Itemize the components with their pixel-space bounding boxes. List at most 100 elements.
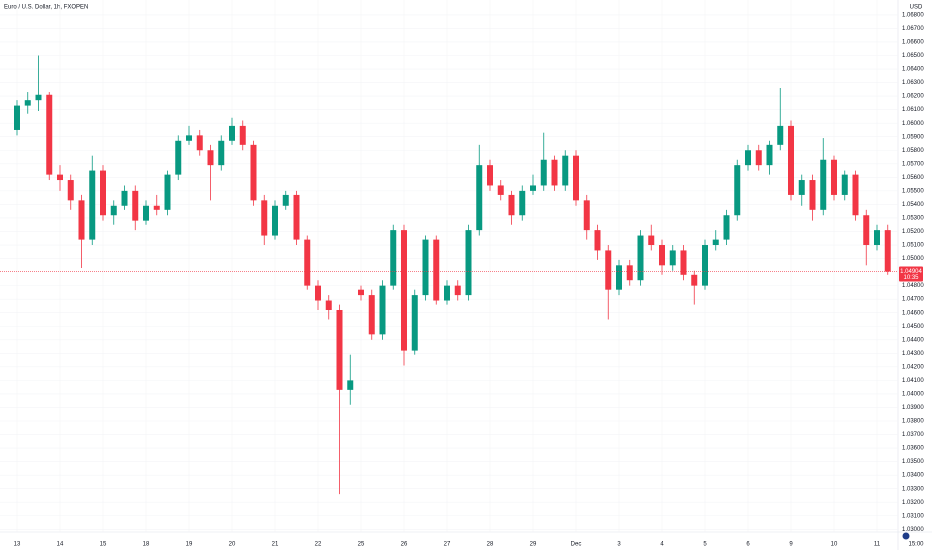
- y-tick-label: 1.03300: [902, 486, 924, 492]
- candle-body: [444, 285, 450, 301]
- candle-body: [433, 239, 440, 301]
- candle-body: [422, 239, 429, 296]
- y-tick-label: 1.05900: [902, 134, 924, 140]
- candle-body: [239, 125, 246, 145]
- candle-body: [562, 155, 569, 186]
- time-label: 15:00: [908, 542, 924, 548]
- y-tick-label: 1.03500: [902, 459, 924, 465]
- candle-body: [164, 174, 171, 210]
- candle-body: [583, 200, 590, 231]
- candle-body: [250, 144, 257, 201]
- candle-body: [304, 239, 311, 286]
- candle-body: [723, 215, 730, 240]
- candle-body: [336, 309, 343, 390]
- candle-body: [390, 230, 397, 286]
- y-tick-label: 1.05800: [902, 148, 924, 154]
- candle-body: [465, 230, 472, 296]
- candle-body: [358, 289, 364, 296]
- y-tick-label: 1.03400: [902, 473, 924, 479]
- candle-body: [508, 194, 515, 216]
- x-tick-label: 20: [229, 542, 236, 548]
- candle-body: [218, 140, 225, 166]
- y-tick-label: 1.05500: [902, 188, 924, 194]
- candle-body: [626, 265, 633, 281]
- candle-body: [57, 174, 63, 181]
- candle-body: [734, 165, 741, 216]
- y-tick-label: 1.04200: [902, 364, 924, 370]
- candle-body: [411, 295, 418, 351]
- candle-body: [100, 170, 106, 216]
- candle-body: [788, 125, 794, 195]
- candle-body: [46, 94, 53, 175]
- y-tick-label: 1.05300: [902, 216, 924, 222]
- candle-body: [153, 205, 160, 210]
- candle-body: [78, 200, 85, 240]
- candle-body: [35, 94, 42, 101]
- candle-body: [143, 205, 149, 221]
- x-tick-label: 26: [401, 542, 408, 548]
- candle-body: [680, 250, 687, 275]
- x-tick-label: 15: [100, 542, 107, 548]
- candle-body: [497, 185, 504, 195]
- candle-body: [745, 150, 751, 166]
- candle-body: [315, 285, 321, 301]
- candle-body: [659, 245, 665, 266]
- candle-body: [476, 165, 483, 231]
- candle-body: [325, 300, 332, 310]
- y-tick-label: 1.06400: [902, 67, 924, 73]
- candle-body: [519, 190, 526, 216]
- y-tick-label: 1.04100: [902, 378, 924, 384]
- flag-icon: [902, 532, 910, 540]
- y-tick-label: 1.05100: [902, 243, 924, 249]
- x-tick-label: 13: [14, 542, 21, 548]
- y-tick-label: 1.04500: [902, 324, 924, 330]
- candle-body: [691, 274, 698, 286]
- price-label-box: [899, 266, 923, 282]
- candle-body: [766, 144, 773, 166]
- candle-body: [347, 380, 354, 390]
- y-tick-label: 1.04400: [902, 337, 924, 343]
- candle-body: [530, 185, 536, 191]
- y-tick-label: 1.04600: [902, 310, 924, 316]
- candle-body: [852, 174, 859, 216]
- x-tick-label: 9: [789, 542, 793, 548]
- x-tick-label: 28: [487, 542, 494, 548]
- price-label: 1.04904: [900, 269, 922, 275]
- y-tick-label: 1.04300: [902, 351, 924, 357]
- y-tick-label: 1.06600: [902, 40, 924, 46]
- candle-body: [605, 250, 612, 290]
- y-tick-label: 1.03600: [902, 446, 924, 452]
- candle-body: [207, 150, 214, 166]
- y-tick-label: 1.06800: [902, 12, 924, 18]
- candle-body: [831, 159, 837, 195]
- candle-body: [14, 105, 20, 130]
- x-tick-label: 6: [746, 542, 750, 548]
- x-tick-label: 29: [530, 542, 537, 548]
- x-tick-label: 27: [444, 542, 451, 548]
- chart-title: Euro / U.S. Dollar, 1h, FXOPEN: [4, 5, 88, 11]
- y-tick-label: 1.06200: [902, 94, 924, 100]
- candle-body: [755, 150, 762, 166]
- candle-body: [132, 190, 139, 221]
- candle-body: [841, 174, 848, 195]
- x-tick-label: 19: [186, 542, 193, 548]
- y-tick-label: 1.04700: [902, 297, 924, 303]
- candle-body: [540, 159, 547, 186]
- candle-body: [809, 180, 816, 210]
- candle-body: [637, 235, 644, 281]
- x-tick-label: 3: [617, 542, 621, 548]
- y-tick-label: 1.05700: [902, 161, 924, 167]
- y-tick-label: 1.06100: [902, 107, 924, 113]
- candle-body: [24, 100, 31, 106]
- candle-body: [186, 135, 192, 141]
- x-tick-label: 11: [874, 542, 881, 548]
- candle-body: [282, 194, 289, 206]
- candle-body: [884, 230, 891, 272]
- x-tick-label: Dec: [571, 542, 582, 548]
- candle-body: [401, 230, 407, 351]
- candle-body: [379, 285, 386, 335]
- x-tick-label: 4: [660, 542, 664, 548]
- candle-body: [293, 194, 300, 240]
- candle-body: [121, 190, 128, 206]
